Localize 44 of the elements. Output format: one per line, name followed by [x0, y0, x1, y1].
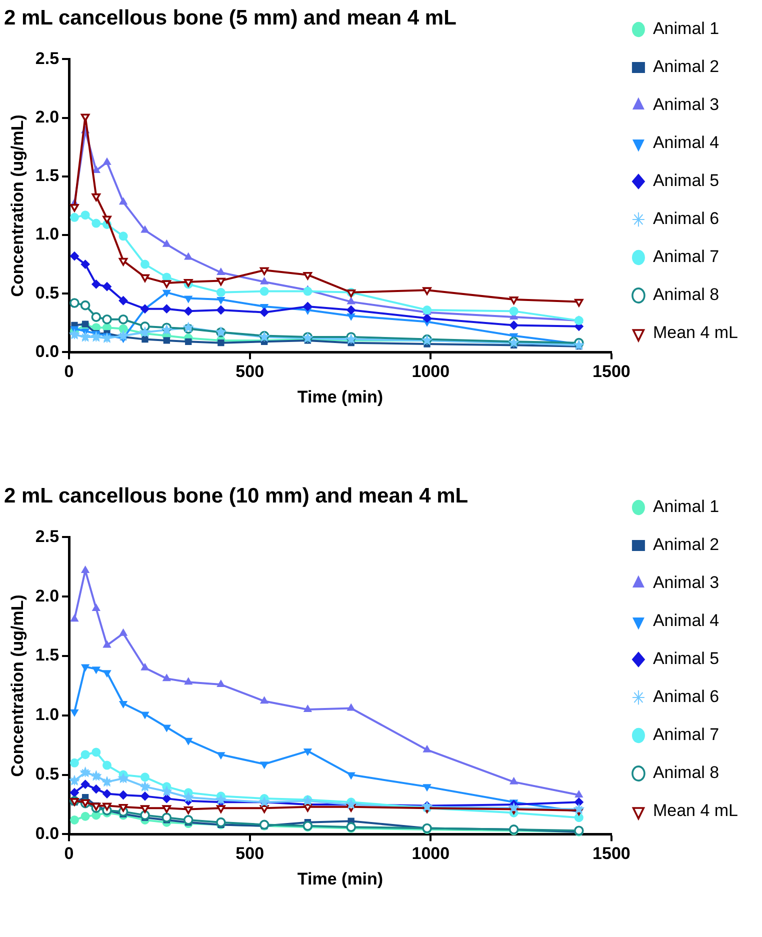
- legend-label: Animal 5: [652, 649, 720, 668]
- x-tick-label: 1000: [412, 844, 450, 864]
- y-tick-label: 2.0: [35, 107, 60, 126]
- y-tick-label: 1.5: [35, 646, 60, 665]
- x-axis-title: Time (min): [297, 387, 384, 406]
- legend-label: Animal 3: [652, 573, 720, 592]
- chart-title: 2 mL cancellous bone (5 mm) and mean 4 mL: [4, 6, 457, 30]
- y-tick-label: 0.0: [35, 342, 60, 361]
- legend-label: Animal 2: [652, 535, 720, 554]
- y-tick-label: 2.5: [35, 526, 60, 546]
- y-tick-label: 1.0: [35, 705, 60, 724]
- y-tick-label: 1.5: [35, 166, 60, 186]
- legend-label: Mean 4 mL: [652, 323, 738, 342]
- x-axis-title: Time (min): [297, 869, 384, 888]
- legend-label: Mean 4 mL: [652, 801, 738, 820]
- y-tick-label: 2.5: [35, 48, 60, 68]
- legend-label: Animal 2: [652, 57, 720, 76]
- y-tick-label: 1.0: [35, 224, 60, 244]
- legend-label: Animal 1: [652, 19, 720, 38]
- chart-title: 2 mL cancellous bone (10 mm) and mean 4 mL: [4, 484, 468, 508]
- legend-label: Animal 4: [652, 133, 720, 152]
- legend-label: Animal 1: [652, 497, 720, 516]
- x-tick-label: 1500: [592, 844, 630, 864]
- legend-label: Animal 6: [652, 687, 720, 706]
- legend-label: Animal 4: [652, 611, 720, 630]
- x-tick-label: 1500: [592, 362, 630, 382]
- x-tick-label: 500: [236, 844, 264, 864]
- x-tick-label: 1000: [412, 362, 450, 382]
- legend-label: Animal 7: [652, 247, 720, 266]
- y-tick-label: 0.0: [35, 824, 60, 843]
- x-tick-label: 0: [64, 362, 74, 382]
- legend-label: Animal 6: [652, 209, 720, 228]
- legend-label: Animal 8: [652, 763, 720, 782]
- x-tick-label: 0: [64, 844, 74, 864]
- legend-label: Animal 7: [652, 725, 720, 744]
- y-axis-title: Concentration (ug/mL): [8, 114, 27, 297]
- y-tick-label: 2.0: [35, 586, 60, 606]
- legend-label: Animal 3: [652, 95, 720, 114]
- y-tick-label: 0.5: [35, 283, 60, 302]
- y-tick-label: 0.5: [35, 764, 60, 784]
- legend-label: Animal 8: [652, 285, 720, 304]
- y-axis-title: Concentration (ug/mL): [8, 594, 27, 777]
- x-tick-label: 500: [236, 362, 264, 382]
- legend-label: Animal 5: [652, 171, 720, 190]
